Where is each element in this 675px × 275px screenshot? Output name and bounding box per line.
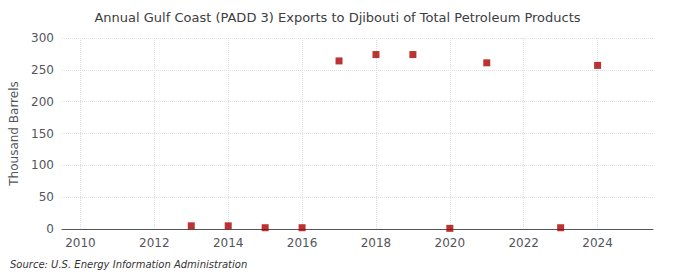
svg-text:2020: 2020 [435, 236, 466, 250]
svg-text:150: 150 [31, 127, 54, 141]
svg-text:Source: U.S. Energy Informatio: Source: U.S. Energy Information Administ… [10, 259, 247, 270]
svg-text:2018: 2018 [361, 236, 392, 250]
svg-text:100: 100 [31, 158, 54, 172]
svg-text:Annual Gulf Coast (PADD 3) Exp: Annual Gulf Coast (PADD 3) Exports to Dj… [94, 10, 580, 25]
svg-text:2014: 2014 [213, 236, 244, 250]
svg-text:2012: 2012 [139, 236, 170, 250]
svg-text:2024: 2024 [582, 236, 613, 250]
svg-text:2010: 2010 [65, 236, 96, 250]
svg-text:50: 50 [39, 190, 54, 204]
svg-text:0: 0 [46, 222, 54, 236]
svg-text:2016: 2016 [287, 236, 318, 250]
svg-text:300: 300 [31, 31, 54, 45]
svg-text:200: 200 [31, 95, 54, 109]
svg-text:2022: 2022 [508, 236, 539, 250]
svg-text:Thousand Barrels: Thousand Barrels [7, 81, 21, 186]
svg-text:250: 250 [31, 63, 54, 77]
